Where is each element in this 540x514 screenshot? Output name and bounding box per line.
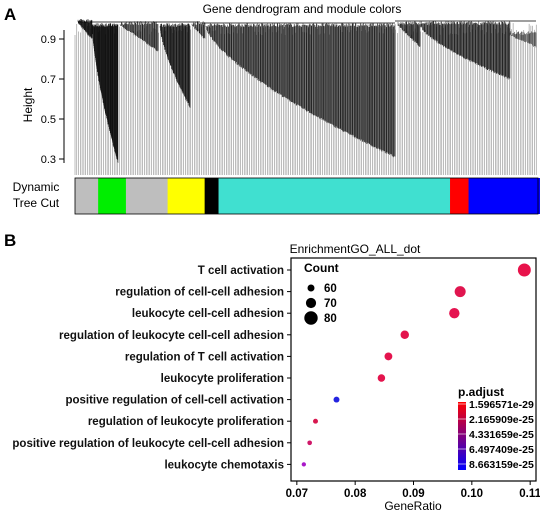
dot (333, 396, 340, 403)
dot (400, 330, 409, 340)
x-tick-label: 0.10 (461, 488, 483, 500)
color-legend-label: 2.165909e-25 (469, 414, 534, 426)
dendrogram-y-tick-label: 0.5 (41, 114, 56, 126)
module-color-segment (125, 178, 168, 214)
category-label: positive regulation of leukocyte cell-ce… (12, 438, 284, 450)
category-label: leukocyte chemotaxis (164, 459, 284, 471)
size-legend: Count 60 70 80 (304, 261, 339, 325)
size-legend-label: 70 (324, 298, 337, 310)
category-label: regulation of leukocyte proliferation (88, 416, 284, 428)
size-legend-dot (304, 311, 318, 325)
dendrogram-y-label: Height (21, 87, 35, 122)
dendrogram-branches (77, 19, 537, 163)
color-legend-title: p.adjust (458, 385, 504, 399)
dendrogram-title: Gene dendrogram and module colors (203, 2, 402, 16)
dendrogram-y-tick-label: 0.7 (41, 74, 56, 86)
dendrogram-top-merges (78, 20, 536, 24)
module-color-bar (74, 177, 540, 215)
category-label: regulation of cell-cell adhesion (115, 287, 284, 299)
category-label: leukocyte cell-cell adhesion (132, 308, 284, 320)
module-color-segment (204, 178, 219, 214)
category-label: positive regulation of cell-cell activat… (65, 395, 284, 407)
panel-a: A Gene dendrogram and module colors Heig… (4, 2, 540, 215)
x-tick-label: 0.09 (402, 488, 424, 500)
color-bar-label-tree-cut: Tree Cut (13, 196, 60, 210)
size-legend-dot (305, 297, 317, 309)
module-color-segment (75, 178, 99, 214)
x-axis: 0.07 0.08 0.09 0.10 0.11 (286, 481, 540, 500)
color-legend-label: 1.596571e-29 (469, 399, 534, 411)
x-tick-label: 0.07 (286, 488, 308, 500)
category-labels: T cell activation regulation of cell-cell… (12, 265, 291, 471)
color-legend-gradient (458, 402, 466, 470)
color-legend: p.adjust 1.596571e-29 2.165909e-25 4.33165… (458, 385, 534, 471)
dot (307, 440, 312, 446)
size-legend-label: 60 (324, 283, 337, 295)
module-color-segment (468, 178, 540, 214)
x-tick-label: 0.08 (344, 488, 367, 500)
x-tick-label: 0.11 (519, 488, 540, 500)
dot (517, 263, 531, 277)
dot (449, 308, 460, 319)
dot (301, 462, 306, 467)
chart-title: EnrichmentGO_ALL_dot (290, 242, 421, 256)
module-color-segment (450, 178, 469, 214)
module-color-bar-frame (74, 177, 539, 215)
module-color-segment (167, 178, 206, 214)
dendrogram-y-tick-label: 0.3 (41, 154, 56, 166)
category-label: leukocyte proliferation (161, 373, 284, 385)
dots (301, 263, 531, 467)
x-axis-label: GeneRatio (384, 499, 442, 513)
color-legend-label: 8.663159e-25 (469, 459, 534, 471)
module-color-segment (218, 178, 451, 214)
size-legend-dot (307, 284, 315, 292)
color-bar-label-dynamic: Dynamic (13, 180, 60, 194)
dot (313, 418, 318, 424)
module-color-segment (98, 178, 127, 214)
dot (454, 286, 466, 298)
category-label: regulation of T cell activation (125, 351, 284, 363)
panel-b-letter: B (4, 231, 16, 250)
category-label: regulation of leukocyte cell-cell adhesi… (59, 330, 284, 342)
size-legend-label: 80 (324, 313, 337, 325)
color-legend-label: 4.331659e-25 (469, 429, 534, 441)
dendrogram-y-tick-label: 0.9 (41, 34, 56, 46)
size-legend-title: Count (304, 261, 339, 275)
panel-b: B EnrichmentGO_ALL_dot T cell activation… (4, 231, 540, 513)
color-legend-label: 6.497409e-25 (469, 444, 534, 456)
dot (377, 374, 386, 382)
dot (384, 352, 393, 361)
panel-a-letter: A (4, 5, 16, 24)
dendrogram-tree (74, 19, 537, 175)
category-label: T cell activation (198, 265, 284, 277)
